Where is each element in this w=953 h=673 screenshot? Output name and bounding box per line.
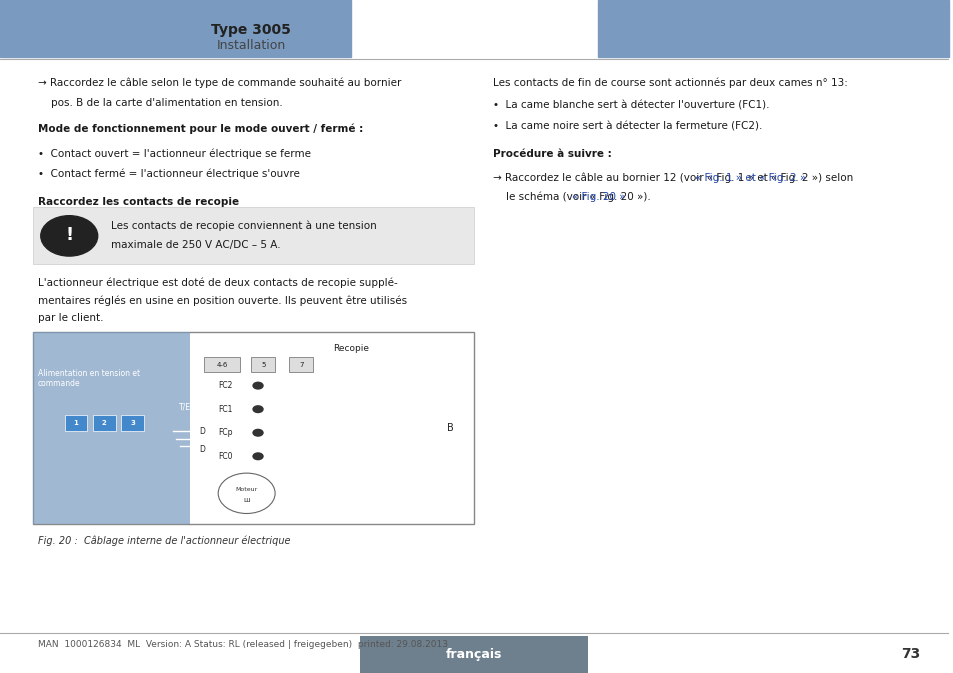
Text: D: D bbox=[199, 445, 205, 454]
Bar bbox=[65, 415, 87, 431]
Text: bürkert: bürkert bbox=[705, 18, 782, 38]
Circle shape bbox=[253, 405, 263, 413]
Circle shape bbox=[253, 382, 263, 390]
Text: 3: 3 bbox=[131, 421, 135, 426]
Text: T/E: T/E bbox=[179, 402, 191, 412]
Text: •  Contact fermé = l'actionneur électrique s'ouvre: • Contact fermé = l'actionneur électriqu… bbox=[38, 169, 299, 180]
Bar bbox=[33, 207, 474, 264]
Text: •  La came noire sert à détecter la fermeture (FC2).: • La came noire sert à détecter la ferme… bbox=[493, 121, 761, 131]
Text: Fig. 20 :  Câblage interne de l'actionneur électrique: Fig. 20 : Câblage interne de l'actionneu… bbox=[38, 536, 290, 546]
Text: 73: 73 bbox=[901, 647, 920, 661]
Circle shape bbox=[253, 452, 263, 460]
Text: 2: 2 bbox=[102, 421, 107, 426]
Bar bbox=[360, 636, 588, 673]
Text: maximale de 250 V AC/DC – 5 A.: maximale de 250 V AC/DC – 5 A. bbox=[111, 240, 280, 250]
Text: 4-6: 4-6 bbox=[216, 362, 228, 367]
Circle shape bbox=[253, 429, 263, 437]
Text: Procédure à suivre :: Procédure à suivre : bbox=[493, 149, 612, 160]
Bar bbox=[252, 357, 274, 372]
Text: Type 3005: Type 3005 bbox=[212, 24, 291, 37]
Text: pos. B de la carte d'alimentation en tension.: pos. B de la carte d'alimentation en ten… bbox=[38, 98, 282, 108]
Text: •  La came blanche sert à détecter l'ouverture (FC1).: • La came blanche sert à détecter l'ouve… bbox=[493, 101, 769, 111]
Text: MAN  1000126834  ML  Version: A Status: RL (released | freigegeben)  printed: 29: MAN 1000126834 ML Version: A Status: RL … bbox=[38, 640, 448, 649]
Bar bbox=[33, 332, 474, 524]
Text: mentaires réglés en usine en position ouverte. Ils peuvent être utilisés: mentaires réglés en usine en position ou… bbox=[38, 295, 407, 306]
Text: Raccordez les contacts de recopie: Raccordez les contacts de recopie bbox=[38, 197, 239, 207]
Text: → Raccordez le câble selon le type de commande souhaité au bornier: → Raccordez le câble selon le type de co… bbox=[38, 77, 401, 88]
Text: •  Contact ouvert = l'actionneur électrique se ferme: • Contact ouvert = l'actionneur électriq… bbox=[38, 149, 311, 160]
Bar bbox=[289, 357, 313, 372]
Text: → Raccordez le câble au bornier 12 (voir « Fig. 1 » et « Fig. 2 ») selon: → Raccordez le câble au bornier 12 (voir… bbox=[493, 173, 853, 184]
Text: Mode de fonctionnement pour le mode ouvert / fermé :: Mode de fonctionnement pour le mode ouve… bbox=[38, 123, 363, 134]
Text: français: français bbox=[446, 647, 502, 661]
Text: Les contacts de recopie conviennent à une tension: Les contacts de recopie conviennent à un… bbox=[111, 221, 376, 232]
Text: « Fig. 1 » et « Fig. 2 »: « Fig. 1 » et « Fig. 2 » bbox=[695, 173, 805, 183]
Text: FC2: FC2 bbox=[218, 381, 233, 390]
Text: 1: 1 bbox=[73, 421, 78, 426]
Text: ш: ш bbox=[243, 497, 250, 503]
Text: FC0: FC0 bbox=[218, 452, 233, 461]
Text: Alimentation en tension et
commande: Alimentation en tension et commande bbox=[38, 369, 140, 388]
Text: Installation: Installation bbox=[216, 39, 286, 52]
Text: Moteur: Moteur bbox=[235, 487, 257, 493]
Text: Recopie: Recopie bbox=[333, 344, 369, 353]
Text: 7: 7 bbox=[298, 362, 303, 367]
Bar bbox=[204, 357, 240, 372]
Text: L'actionneur électrique est doté de deux contacts de recopie supplé-: L'actionneur électrique est doté de deux… bbox=[38, 278, 397, 289]
Circle shape bbox=[41, 216, 97, 256]
Circle shape bbox=[218, 473, 274, 513]
Text: !: ! bbox=[65, 225, 73, 244]
Bar bbox=[33, 332, 190, 524]
Bar bbox=[121, 415, 144, 431]
Text: D: D bbox=[199, 427, 205, 436]
Text: FCp: FCp bbox=[218, 428, 233, 437]
Text: FC1: FC1 bbox=[218, 404, 233, 414]
Text: B: B bbox=[447, 423, 454, 433]
Bar bbox=[92, 415, 115, 431]
Text: « Fig. 20 »: « Fig. 20 » bbox=[572, 192, 625, 202]
Text: 5: 5 bbox=[261, 362, 265, 367]
Bar bbox=[597, 0, 947, 57]
Text: Les contacts de fin de course sont actionnés par deux cames n° 13:: Les contacts de fin de course sont actio… bbox=[493, 77, 847, 88]
Text: le schéma (voir « Fig. 20 »).: le schéma (voir « Fig. 20 »). bbox=[493, 192, 650, 203]
Text: FLUID CONTROL SYSTEMS: FLUID CONTROL SYSTEMS bbox=[693, 46, 795, 51]
Bar bbox=[0, 0, 351, 57]
Text: par le client.: par le client. bbox=[38, 313, 103, 323]
